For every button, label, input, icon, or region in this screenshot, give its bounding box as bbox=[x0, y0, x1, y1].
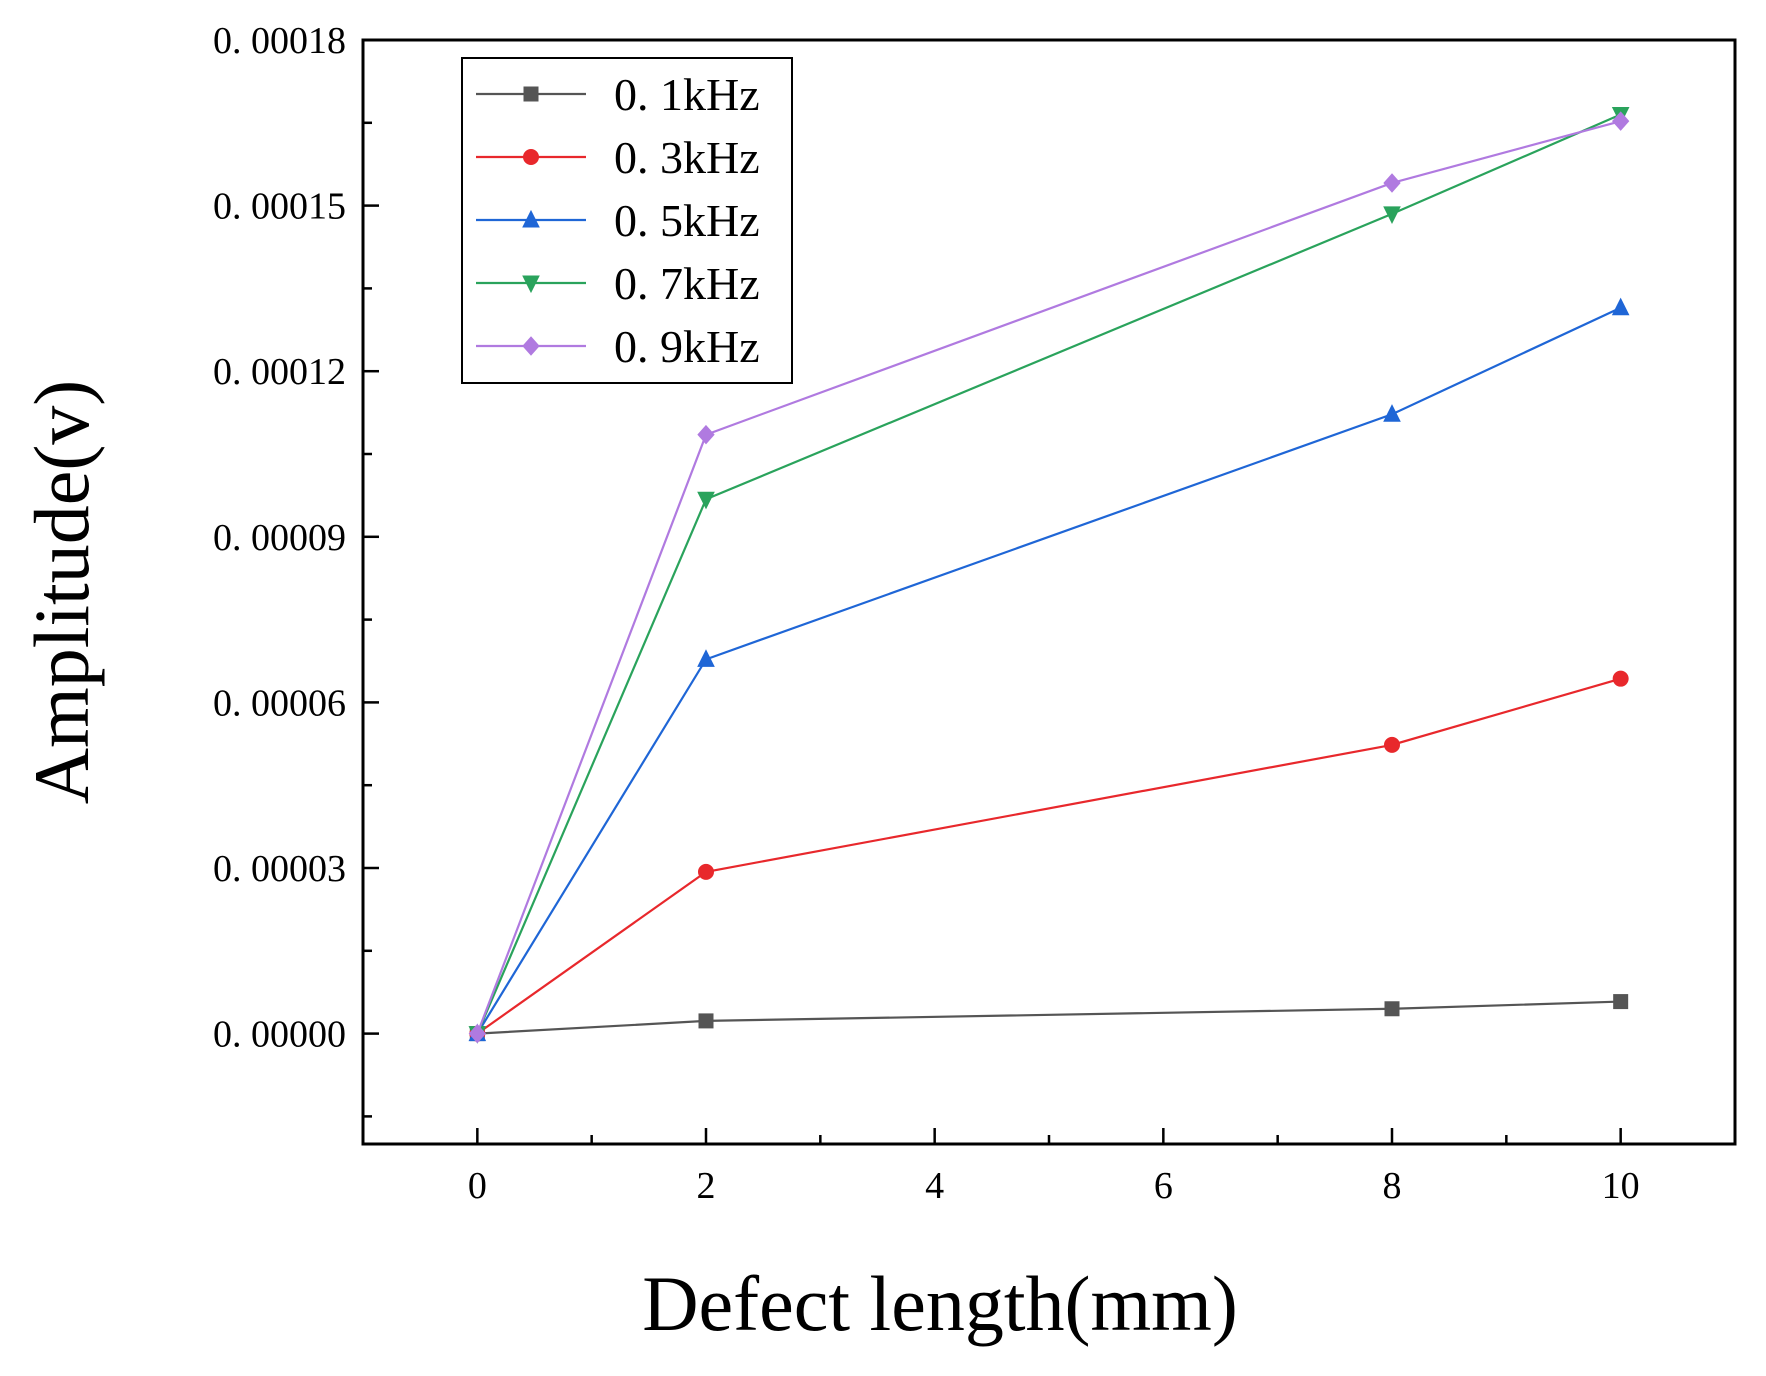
legend-label: 0. 3kHz bbox=[614, 132, 760, 183]
data-point bbox=[1611, 111, 1630, 131]
data-point bbox=[697, 424, 715, 445]
data-point bbox=[1384, 1001, 1400, 1017]
data-point bbox=[1613, 994, 1629, 1010]
data-point bbox=[1383, 206, 1401, 224]
data-point bbox=[697, 491, 715, 510]
legend: 0. 1kHz 0. 3kHz 0. 5kHz 0. 7kHz 0. 9kHz bbox=[461, 57, 793, 384]
y-tick-label: 0. 00018 bbox=[213, 20, 346, 62]
series-line-0 bbox=[477, 1000, 1621, 1035]
x-tick-label: 6 bbox=[1154, 1165, 1173, 1207]
x-tick-label: 2 bbox=[697, 1165, 716, 1207]
data-point bbox=[698, 1013, 714, 1029]
y-tick-label: 0. 00006 bbox=[213, 682, 346, 724]
x-tick-label: 10 bbox=[1602, 1165, 1640, 1207]
data-point bbox=[468, 1023, 487, 1044]
x-tick-label: 4 bbox=[925, 1165, 944, 1207]
legend-marker bbox=[522, 336, 540, 356]
y-tick-label: 0. 00009 bbox=[213, 517, 346, 559]
x-tick-label: 0 bbox=[468, 1165, 487, 1207]
series-line-3 bbox=[476, 113, 1622, 1035]
y-tick-label: 0. 00003 bbox=[213, 848, 346, 890]
legend-marker bbox=[523, 86, 539, 102]
y-tick-label: 0. 00015 bbox=[213, 186, 346, 228]
x-axis-title: Defect length(mm) bbox=[642, 1260, 1238, 1347]
plot-marks bbox=[468, 107, 1630, 1044]
y-tick-label: 0. 00000 bbox=[213, 1014, 346, 1056]
legend-label: 0. 1kHz bbox=[614, 69, 760, 120]
data-point bbox=[1383, 173, 1401, 193]
axis-ticks: 0 2 4 6 8 10 0. 00000 0. 00003 0. 00006 0. 00009 0… bbox=[213, 20, 1737, 1207]
data-point bbox=[1612, 670, 1629, 687]
legend-label: 0. 7kHz bbox=[614, 258, 760, 309]
data-point bbox=[1611, 297, 1630, 316]
series-line-2 bbox=[476, 306, 1622, 1035]
series-line-4 bbox=[476, 120, 1621, 1034]
data-point bbox=[697, 649, 715, 667]
data-point bbox=[1384, 736, 1400, 753]
y-axis-title: Amplitude(v) bbox=[18, 380, 105, 805]
legend-marker bbox=[522, 275, 540, 294]
legend-marker bbox=[522, 209, 540, 228]
data-point bbox=[698, 863, 714, 880]
data-point bbox=[1383, 404, 1401, 422]
x-tick-label: 8 bbox=[1383, 1165, 1402, 1207]
series-line-1 bbox=[476, 677, 1621, 1035]
legend-label: 0. 9kHz bbox=[614, 321, 760, 372]
y-tick-label: 0. 00012 bbox=[213, 351, 346, 393]
legend-label: 0. 5kHz bbox=[614, 195, 760, 246]
legend-marker bbox=[523, 149, 539, 165]
